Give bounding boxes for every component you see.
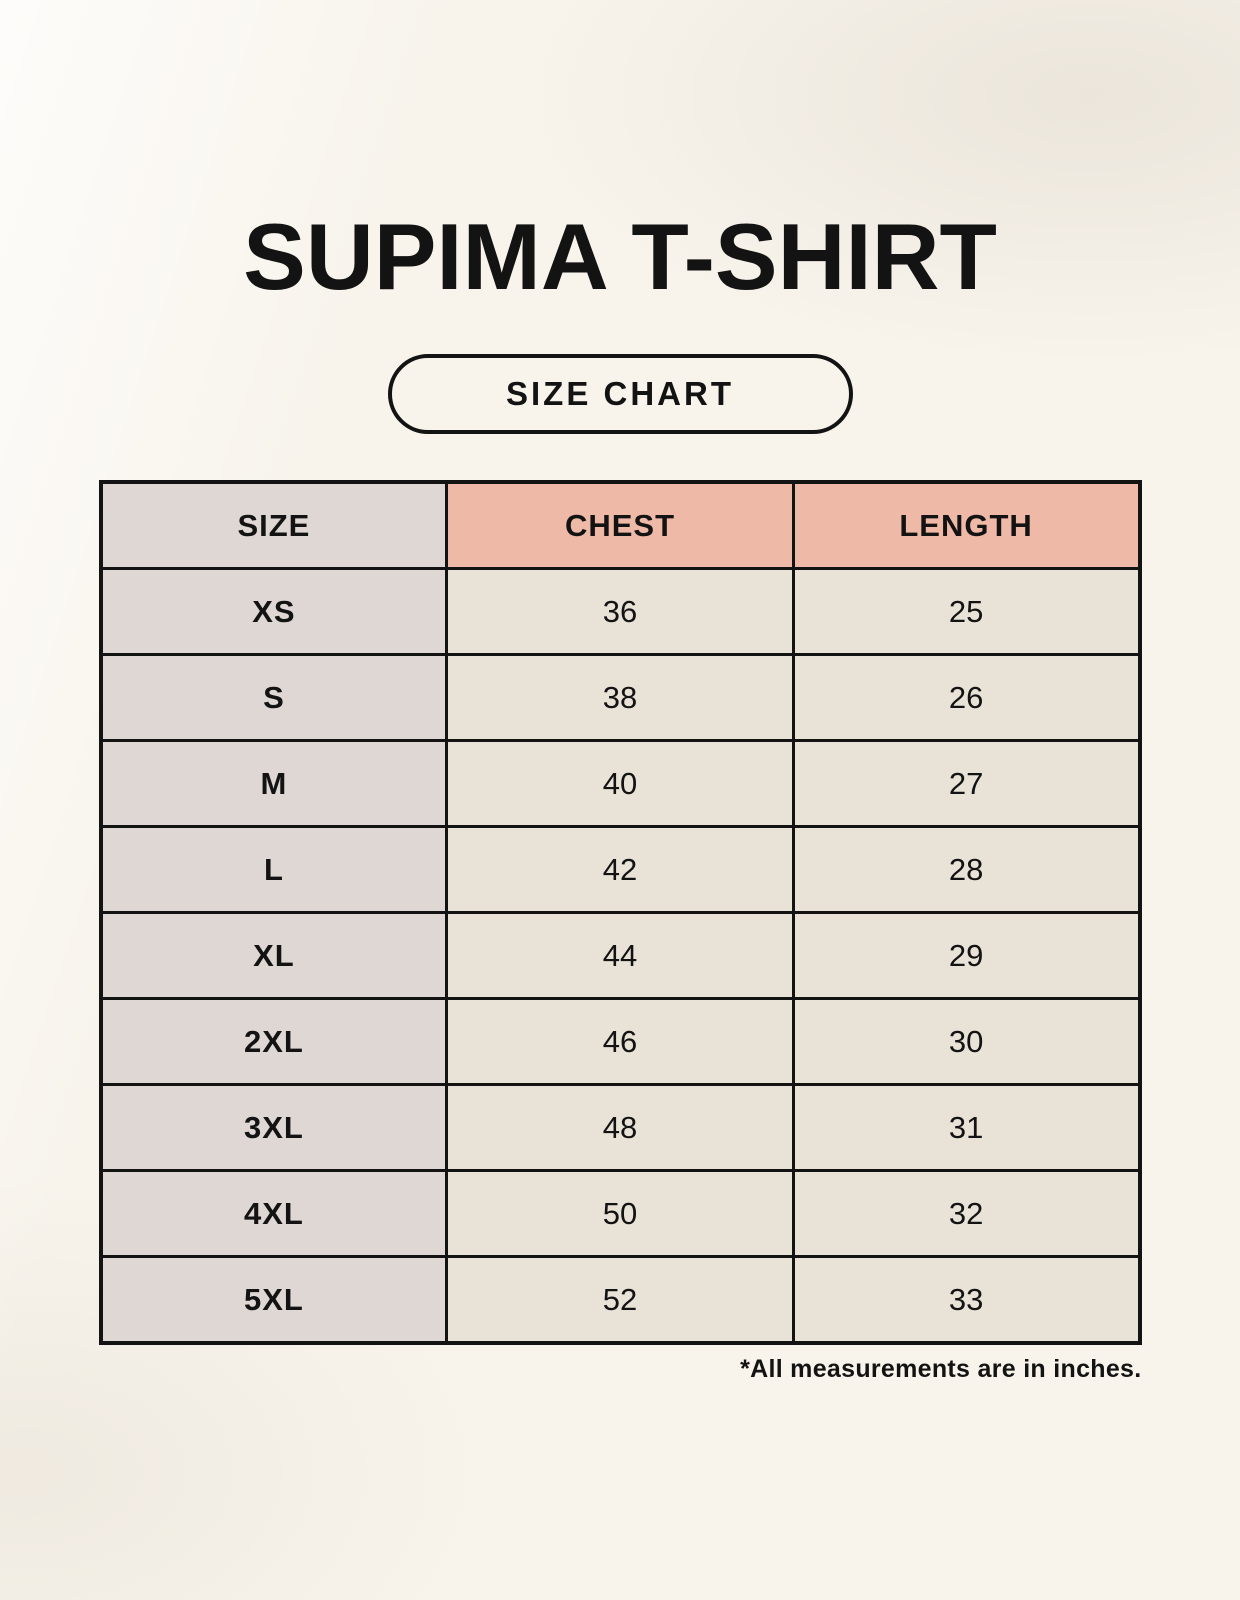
chest-value-cell: 40	[445, 739, 795, 828]
table-row: S 38 26	[98, 653, 1142, 742]
length-value-cell: 29	[791, 911, 1142, 1000]
chest-value-cell: 48	[445, 1083, 795, 1172]
size-cell: L	[98, 825, 449, 914]
table-row: XS 36 25	[98, 567, 1142, 656]
chest-value-cell: 52	[445, 1255, 795, 1345]
size-chart-page: SUPIMA T-SHIRT SIZE CHART SIZE CHEST LEN…	[98, 204, 1142, 1383]
table-row: XL 44 29	[98, 911, 1142, 1000]
chest-value-cell: 50	[445, 1169, 795, 1258]
size-cell: 5XL	[98, 1255, 449, 1345]
length-value-cell: 31	[791, 1083, 1142, 1172]
chest-value-cell: 42	[445, 825, 795, 914]
size-cell: S	[98, 653, 449, 742]
chest-value-cell: 36	[445, 567, 795, 656]
size-table-body: XS 36 25 S 38 26 M 40 27 L 42 28 XL 44 29 2XL 46 30 3XL 48 3…	[98, 567, 1142, 1345]
chest-value-cell: 46	[445, 997, 795, 1086]
table-row: 5XL 52 33	[98, 1255, 1142, 1345]
chest-column-header: CHEST	[445, 480, 795, 570]
table-row: 3XL 48 31	[98, 1083, 1142, 1172]
chest-value-cell: 38	[445, 653, 795, 742]
size-cell: 3XL	[98, 1083, 449, 1172]
size-cell: 2XL	[98, 997, 449, 1086]
length-value-cell: 26	[791, 653, 1142, 742]
length-column-header: LENGTH	[791, 480, 1142, 570]
header-row: SIZE CHEST LENGTH	[98, 480, 1142, 570]
table-row: 4XL 50 32	[98, 1169, 1142, 1258]
size-table-header: SIZE CHEST LENGTH	[98, 480, 1142, 570]
size-cell: M	[98, 739, 449, 828]
page-title: SUPIMA T-SHIRT	[243, 204, 997, 309]
size-chart-button[interactable]: SIZE CHART	[387, 354, 853, 434]
table-row: L 42 28	[98, 825, 1142, 914]
table-row: M 40 27	[98, 739, 1142, 828]
size-column-header: SIZE	[98, 480, 449, 570]
length-value-cell: 32	[791, 1169, 1142, 1258]
length-value-cell: 33	[791, 1255, 1142, 1345]
length-value-cell: 27	[791, 739, 1142, 828]
length-value-cell: 30	[791, 997, 1142, 1086]
measurements-footnote: *All measurements are in inches.	[740, 1355, 1142, 1383]
size-cell: XS	[98, 567, 449, 656]
size-cell: XL	[98, 911, 449, 1000]
length-value-cell: 28	[791, 825, 1142, 914]
length-value-cell: 25	[791, 567, 1142, 656]
size-cell: 4XL	[98, 1169, 449, 1258]
size-table: SIZE CHEST LENGTH XS 36 25 S 38 26 M 40 27 L 42 28 X…	[98, 480, 1142, 1345]
table-row: 2XL 46 30	[98, 997, 1142, 1086]
chest-value-cell: 44	[445, 911, 795, 1000]
